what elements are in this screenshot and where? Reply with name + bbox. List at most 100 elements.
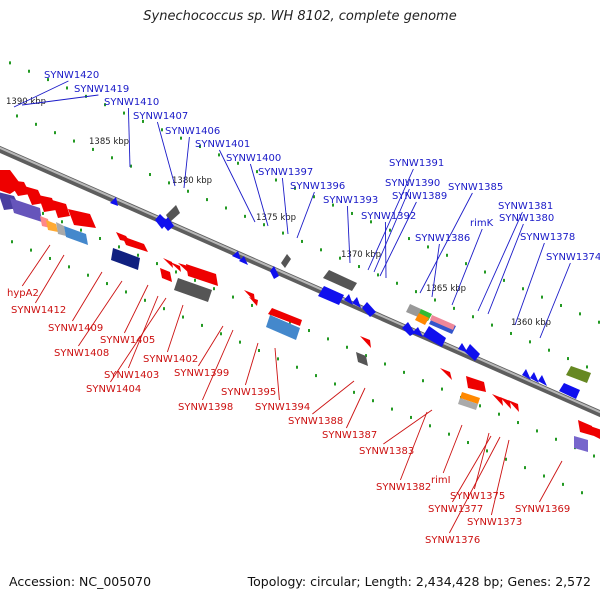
reverse-gene-label-11[interactable]: SYNW1394: [255, 347, 310, 413]
gene-label-text[interactable]: SYNW1412: [11, 305, 66, 316]
gene-label-text[interactable]: SYNW1380: [499, 213, 554, 224]
track-tick: [472, 315, 474, 319]
forward-gene-label-18[interactable]: SYNW1380: [487, 213, 554, 315]
gene-label-text[interactable]: SYNW1405: [100, 335, 155, 346]
gene-label-text[interactable]: SYNW1397: [258, 167, 313, 178]
reverse-gene-label-12[interactable]: SYNW1388: [288, 380, 355, 427]
forward-gene-label-5[interactable]: SYNW1401: [195, 139, 256, 223]
leader-line: [373, 188, 410, 273]
forward-feature-block[interactable]: [110, 197, 591, 399]
track-tick: [486, 449, 488, 453]
gene-label-text[interactable]: SYNW1389: [392, 191, 447, 202]
reverse-gene-label-9[interactable]: SYNW1398: [178, 329, 234, 413]
gene-label-text[interactable]: SYNW1395: [221, 387, 276, 398]
forward-gene-label-13[interactable]: SYNW1392: [361, 211, 416, 279]
gene-label-text[interactable]: rimI: [431, 475, 451, 486]
gene-label-text[interactable]: SYNW1399: [174, 368, 229, 379]
gene-label-text[interactable]: SYNW1378: [520, 232, 575, 243]
reverse-gene-label-10[interactable]: SYNW1395: [221, 342, 276, 398]
reverse-gene-label-4[interactable]: SYNW1405: [100, 284, 155, 346]
reverse-gene-label-0[interactable]: hypA2: [7, 244, 51, 299]
gene-label-text[interactable]: SYNW1403: [104, 370, 159, 381]
gene-label-text[interactable]: SYNW1376: [425, 535, 480, 546]
gene-label-text[interactable]: SYNW1373: [467, 517, 522, 528]
gene-label-text[interactable]: SYNW1400: [226, 153, 281, 164]
reverse-gene-label-3[interactable]: SYNW1408: [54, 280, 123, 359]
forward-gene-label-0[interactable]: SYNW1420: [13, 70, 99, 108]
gene-label-text[interactable]: SYNW1393: [323, 195, 378, 206]
track-tick: [346, 345, 348, 349]
gene-label-text[interactable]: SYNW1410: [104, 97, 159, 108]
reverse-gene-label-17[interactable]: SYNW1375: [450, 432, 505, 502]
reverse-gene-label-2[interactable]: SYNW1409: [48, 271, 103, 334]
track-tick: [320, 248, 322, 252]
forward-gene-label-3[interactable]: SYNW1407: [133, 111, 188, 187]
forward-gene-label-4[interactable]: SYNW1406: [165, 126, 220, 189]
gene-label-text[interactable]: SYNW1419: [74, 84, 129, 95]
forward-gene-label-1[interactable]: SYNW1419: [21, 84, 129, 106]
reverse-gene-label-1[interactable]: SYNW1412: [11, 254, 66, 316]
forward-gene-label-15[interactable]: SYNW1386: [415, 233, 470, 298]
gene-label-text[interactable]: SYNW1401: [195, 139, 250, 150]
forward-gene-label-14[interactable]: SYNW1385: [419, 182, 503, 294]
reverse-gene-label-21[interactable]: SYNW1369: [515, 460, 570, 515]
forward-gene-label-9[interactable]: SYNW1393: [323, 195, 378, 264]
gene-label-text[interactable]: SYNW1396: [290, 181, 345, 192]
track-tick: [562, 482, 564, 486]
gene-label-text[interactable]: SYNW1407: [133, 111, 188, 122]
reverse-gene-label-20[interactable]: SYNW1373: [467, 439, 522, 528]
gene-label-text[interactable]: SYNW1377: [428, 504, 483, 515]
reverse-gene-label-7[interactable]: SYNW1402: [143, 304, 198, 365]
scale-label: 1385 kbp: [89, 137, 129, 147]
forward-gene-label-11[interactable]: SYNW1390: [373, 178, 440, 273]
gene-label-text[interactable]: SYNW1408: [54, 348, 109, 359]
gene-label-text[interactable]: SYNW1375: [450, 491, 505, 502]
forward-gene-label-10[interactable]: SYNW1391: [367, 158, 444, 271]
gene-label-text[interactable]: SYNW1381: [498, 201, 553, 212]
gene-label-text[interactable]: hypA2: [7, 288, 39, 299]
gene-label-text[interactable]: SYNW1391: [389, 158, 444, 169]
gene-label-text[interactable]: rimK: [470, 218, 494, 229]
track-tick: [315, 374, 317, 378]
gene-label-text[interactable]: SYNW1388: [288, 416, 343, 427]
gene-label-text[interactable]: SYNW1383: [359, 446, 414, 457]
leader-line: [183, 136, 190, 189]
gene-label-text[interactable]: SYNW1420: [44, 70, 99, 81]
reverse-gene-label-15[interactable]: SYNW1382: [376, 411, 431, 493]
gene-label-text[interactable]: SYNW1387: [322, 430, 377, 441]
reverse-feature-block[interactable]: [0, 170, 600, 452]
forward-gene-label-8[interactable]: SYNW1396: [290, 181, 345, 239]
forward-gene-label-20[interactable]: SYNW1374: [539, 252, 600, 339]
gene-label-text[interactable]: SYNW1404: [86, 384, 141, 395]
gene-label-text[interactable]: SYNW1369: [515, 504, 570, 515]
forward-gene-label-19[interactable]: SYNW1378: [514, 232, 575, 326]
gene-label-text[interactable]: SYNW1382: [376, 482, 431, 493]
leader-line: [514, 242, 545, 326]
leader-line: [218, 149, 256, 223]
forward-gene-label-7[interactable]: SYNW1397: [258, 167, 313, 235]
forward-gene-label-16[interactable]: rimK: [451, 218, 494, 306]
gene-label-text[interactable]: SYNW1398: [178, 402, 233, 413]
forward-gene-label-6[interactable]: SYNW1400: [226, 153, 281, 227]
gene-label-text[interactable]: SYNW1390: [385, 178, 440, 189]
reverse-gene-label-19[interactable]: SYNW1376: [425, 436, 501, 546]
gene-label-text[interactable]: SYNW1385: [448, 182, 503, 193]
reverse-gene-label-14[interactable]: SYNW1383: [359, 409, 433, 457]
reverse-gene-label-16[interactable]: rimI: [431, 424, 463, 486]
reverse-gene-label-8[interactable]: SYNW1399: [174, 325, 229, 379]
gene-label-text[interactable]: SYNW1386: [415, 233, 470, 244]
gene-label-text[interactable]: SYNW1402: [143, 354, 198, 365]
forward-gene-label-2[interactable]: SYNW1410: [104, 97, 159, 168]
reverse-gene-label-18[interactable]: SYNW1377: [428, 435, 492, 515]
gene-label-text[interactable]: SYNW1406: [165, 126, 220, 137]
leader-line: [451, 228, 483, 306]
forward-gene-label-17[interactable]: SYNW1381: [477, 201, 553, 312]
gene-label-text[interactable]: SYNW1374: [546, 252, 600, 263]
reverse-gene-label-13[interactable]: SYNW1387: [322, 387, 377, 441]
reverse-gene-label-6[interactable]: SYNW1404: [86, 297, 167, 395]
track-tick: [225, 206, 227, 210]
gene-label-text[interactable]: SYNW1392: [361, 211, 416, 222]
gene-label-text[interactable]: SYNW1394: [255, 402, 310, 413]
gene-label-text[interactable]: SYNW1409: [48, 323, 103, 334]
